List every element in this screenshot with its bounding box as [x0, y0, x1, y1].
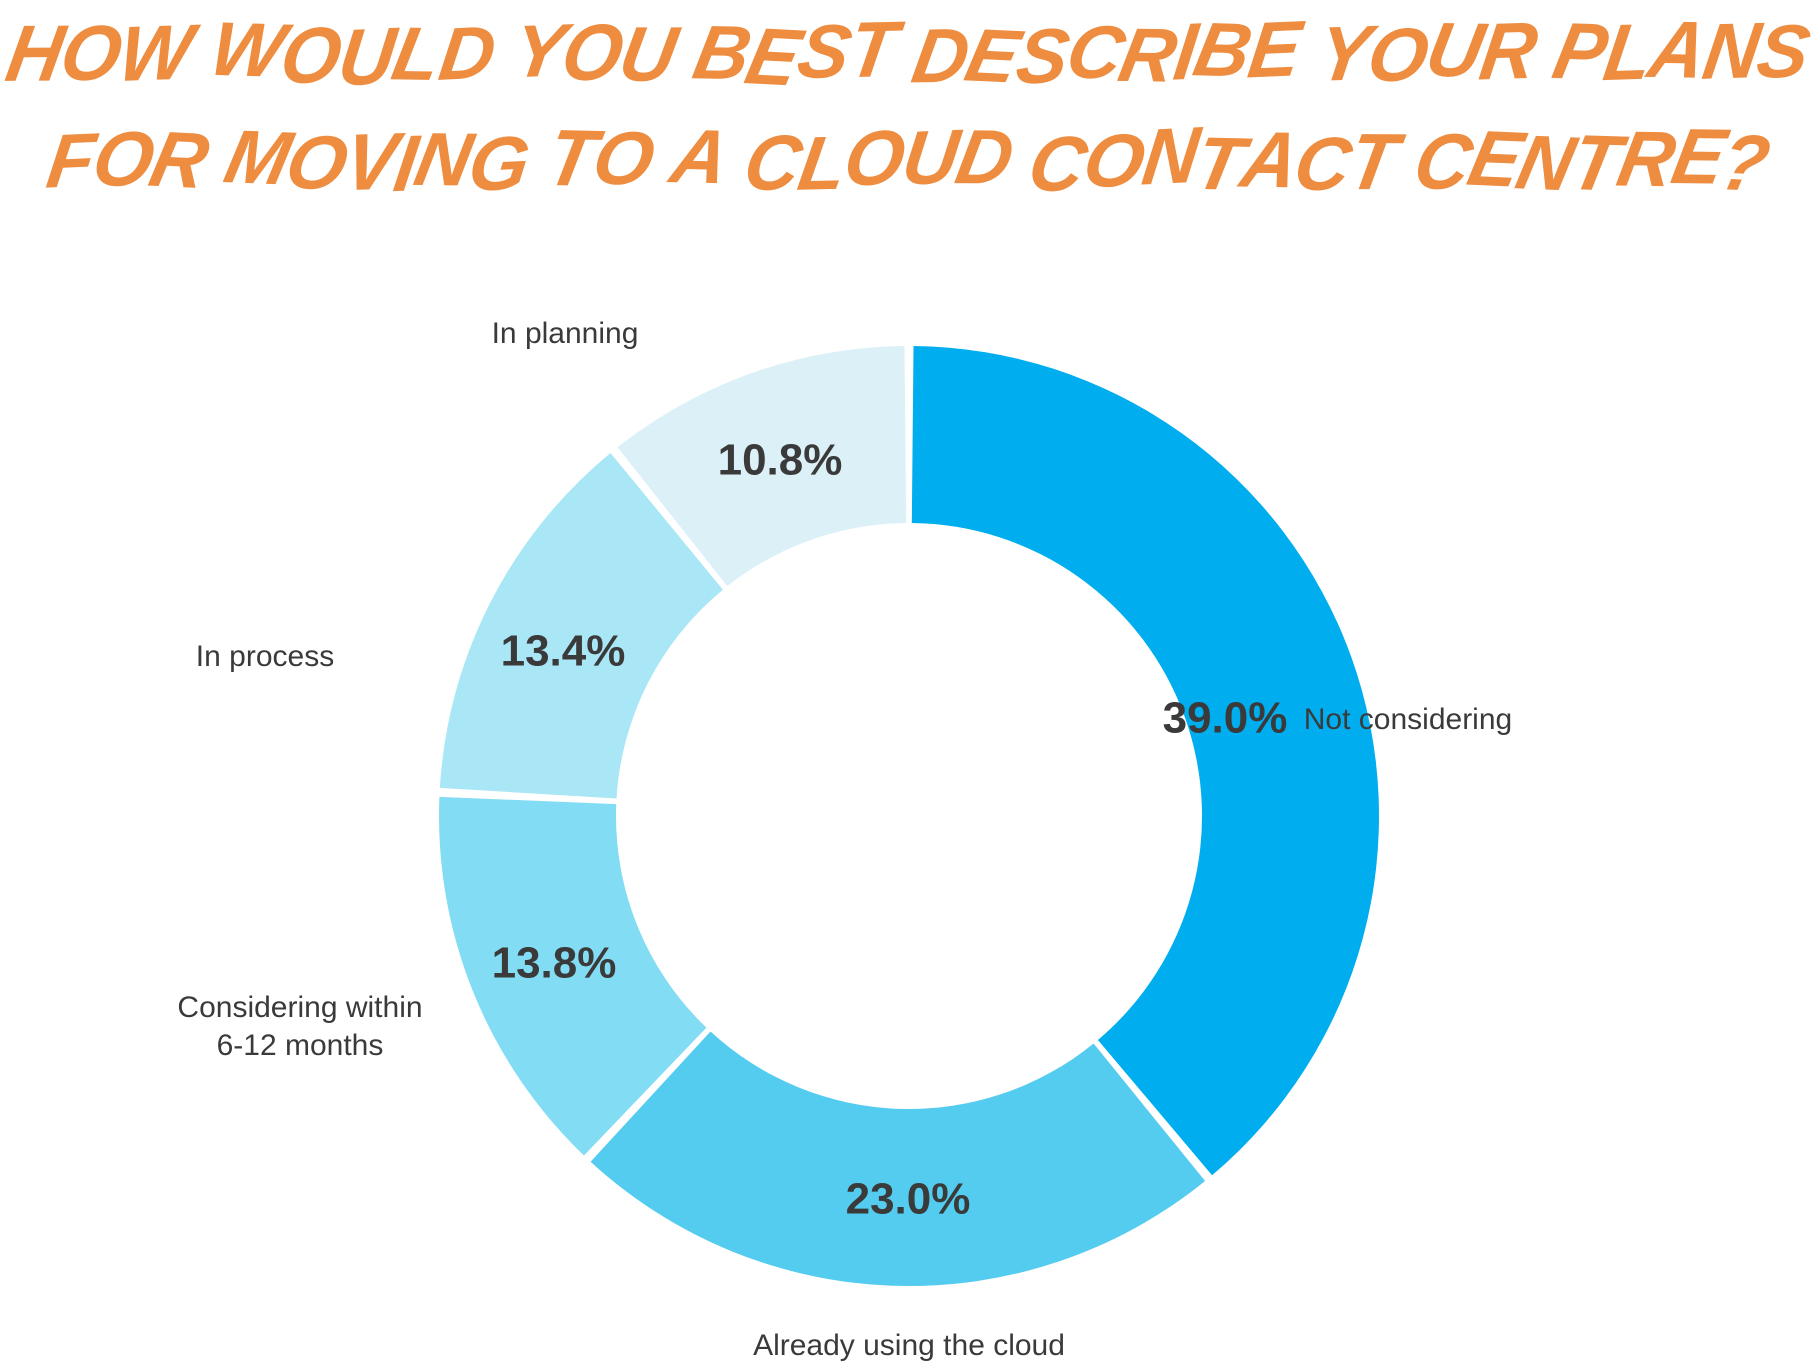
svg-text:23.0%: 23.0%: [846, 1175, 971, 1224]
svg-text:Not considering: Not considering: [1304, 703, 1512, 736]
svg-text:13.8%: 13.8%: [492, 939, 617, 988]
svg-text:Already using the cloud: Already using the cloud: [753, 1329, 1065, 1362]
svg-text:In planning: In planning: [492, 317, 639, 350]
svg-text:39.0%: 39.0%: [1163, 694, 1288, 743]
svg-text:Considering within: Considering within: [177, 991, 422, 1024]
svg-text:10.8%: 10.8%: [718, 436, 843, 485]
svg-text:13.4%: 13.4%: [501, 627, 626, 676]
svg-text:6-12 months: 6-12 months: [217, 1029, 384, 1062]
svg-text:In process: In process: [196, 640, 334, 673]
